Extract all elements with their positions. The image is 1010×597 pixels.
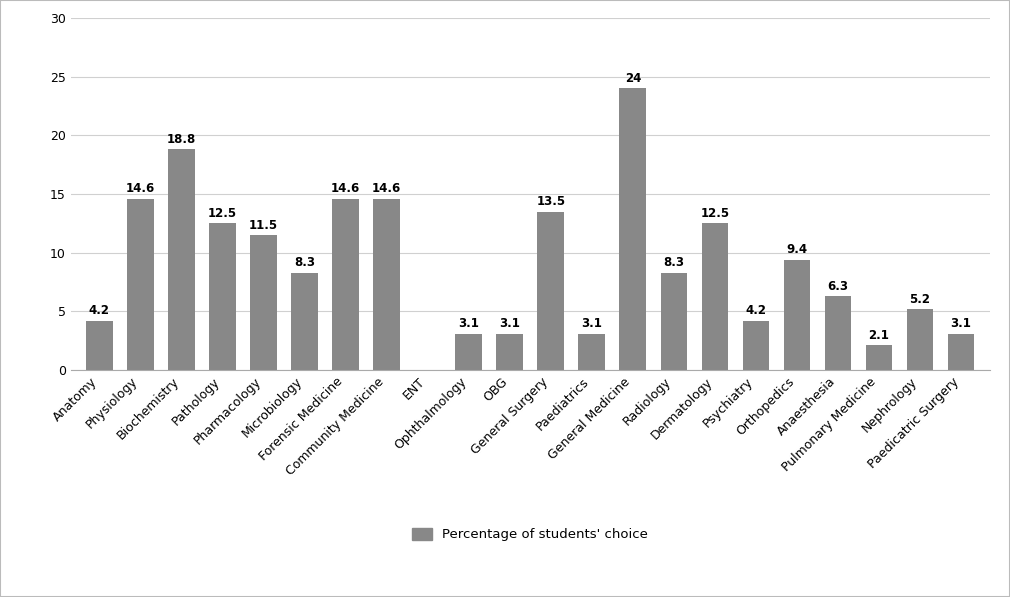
Bar: [291, 273, 318, 370]
Bar: [824, 296, 851, 370]
Text: 6.3: 6.3: [827, 279, 848, 293]
Bar: [866, 346, 893, 370]
Text: 9.4: 9.4: [787, 243, 808, 256]
Bar: [456, 334, 482, 370]
Bar: [947, 334, 975, 370]
Bar: [209, 223, 236, 370]
Bar: [332, 199, 359, 370]
Text: 12.5: 12.5: [208, 207, 237, 220]
Text: 3.1: 3.1: [499, 317, 520, 330]
Bar: [579, 334, 605, 370]
Text: 18.8: 18.8: [167, 133, 196, 146]
Text: 13.5: 13.5: [536, 195, 566, 208]
Text: 8.3: 8.3: [294, 256, 315, 269]
Bar: [907, 309, 933, 370]
Bar: [702, 223, 728, 370]
Text: 14.6: 14.6: [126, 182, 156, 195]
Bar: [86, 321, 113, 370]
Text: 8.3: 8.3: [664, 256, 685, 269]
Bar: [374, 199, 400, 370]
Bar: [784, 260, 810, 370]
Text: 2.1: 2.1: [869, 329, 890, 342]
Text: 11.5: 11.5: [249, 219, 278, 232]
Bar: [168, 149, 195, 370]
Bar: [742, 321, 770, 370]
Legend: Percentage of students' choice: Percentage of students' choice: [407, 523, 653, 547]
Text: 5.2: 5.2: [910, 293, 930, 306]
Text: 4.2: 4.2: [745, 304, 767, 318]
Bar: [496, 334, 523, 370]
Text: 14.6: 14.6: [331, 182, 361, 195]
Bar: [250, 235, 277, 370]
Text: 3.1: 3.1: [950, 317, 972, 330]
Text: 4.2: 4.2: [89, 304, 110, 318]
Text: 3.1: 3.1: [582, 317, 602, 330]
Text: 3.1: 3.1: [459, 317, 479, 330]
Text: 12.5: 12.5: [700, 207, 729, 220]
Bar: [537, 211, 565, 370]
Bar: [661, 273, 687, 370]
Text: 24: 24: [624, 72, 641, 85]
Text: 14.6: 14.6: [372, 182, 401, 195]
Bar: [619, 88, 646, 370]
Bar: [127, 199, 154, 370]
